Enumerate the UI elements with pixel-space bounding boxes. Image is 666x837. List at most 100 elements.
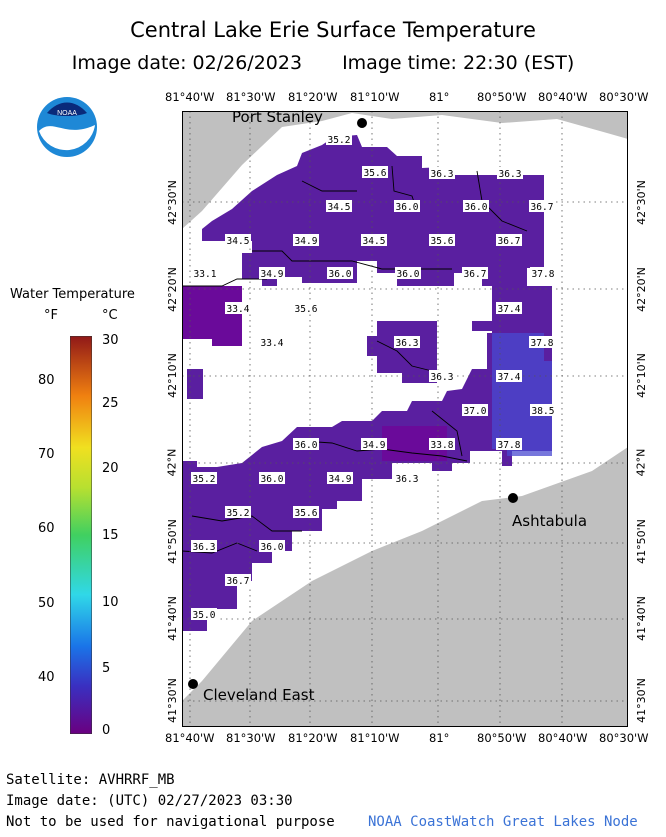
temperature-label: 34.5 (361, 234, 387, 247)
lat-label-right: 41°40'N (634, 595, 648, 641)
temperature-value: 33.4 (261, 338, 284, 349)
temperature-value: 34.9 (295, 236, 318, 247)
temperature-value: 35.2 (227, 508, 250, 519)
temperature-value: 35.6 (364, 168, 387, 179)
temperature-label: 37.0 (462, 404, 488, 417)
temperature-value: 36.0 (396, 202, 419, 213)
lat-label-right: 41°30'N (634, 677, 648, 723)
temperature-value: 34.5 (363, 236, 386, 247)
temperature-value: 35.2 (328, 135, 351, 146)
lon-label-top: 81°10'W (350, 90, 400, 104)
legend-c-tick: 0 (102, 723, 111, 738)
temperature-label: 37.8 (530, 267, 556, 280)
lon-label-top: 81°30'W (226, 90, 276, 104)
lat-label-right: 42°20'N (634, 266, 648, 312)
temperature-label: 33.8 (429, 438, 455, 451)
temperature-label: 37.8 (496, 438, 522, 451)
temperature-label: 35.6 (293, 506, 319, 519)
temperature-label: 34.9 (259, 267, 285, 280)
temperature-label: 37.4 (496, 370, 522, 383)
image-date-label: Image date: 02/26/2023 (71, 52, 303, 74)
temperature-value: 36.0 (261, 474, 284, 485)
temperature-label: 35.6 (429, 234, 455, 247)
lon-label-top: 81° (429, 90, 450, 104)
lat-label-right: 42°30'N (634, 179, 648, 225)
temperature-label: 37.4 (496, 302, 522, 315)
lon-label-top: 81°20'W (288, 90, 338, 104)
legend-f-tick: 80 (38, 373, 55, 388)
noaa-logo: NOAA (37, 97, 97, 157)
temperature-value: 34.5 (227, 236, 250, 247)
temperature-value: 36.3 (193, 542, 216, 553)
temperature-label: 36.3 (394, 472, 420, 485)
temperature-label: 36.0 (327, 267, 353, 280)
color-bar (70, 336, 92, 734)
port-stanley-marker (357, 118, 367, 128)
temperature-label: 38.5 (530, 404, 556, 417)
temperature-label: 34.9 (293, 234, 319, 247)
temperature-label: 36.3 (191, 540, 217, 553)
temperature-label: 37.8 (529, 336, 555, 349)
temperature-value: 33.8 (431, 440, 454, 451)
legend-f-tick: 70 (38, 447, 55, 462)
lat-label-right: 41°50'N (634, 518, 648, 564)
temperature-value: 34.9 (363, 440, 386, 451)
legend-f-tick: 40 (38, 670, 55, 685)
temperature-label: 34.5 (225, 234, 251, 247)
temperature-label: 36.3 (429, 167, 455, 180)
temperature-value: 34.9 (329, 474, 352, 485)
temperature-value: 34.5 (328, 202, 351, 213)
lon-label-bottom: 81°20'W (288, 731, 338, 745)
lat-label-left: 42°20'N (165, 266, 179, 312)
ashtabula-marker (508, 493, 518, 503)
disclaimer-label: Not to be used for navigational purpose (6, 814, 335, 830)
temperature-label: 36.0 (395, 267, 421, 280)
legend-c-tick: 5 (102, 661, 111, 676)
temperature-label: 36.7 (496, 234, 522, 247)
cleveland-east-label: Cleveland East (203, 686, 315, 704)
temperature-value: 36.0 (465, 202, 488, 213)
temperature-value: 37.8 (531, 338, 554, 349)
temperature-value: 36.0 (329, 269, 352, 280)
temperature-value: 36.3 (499, 169, 522, 180)
temperature-value: 36.3 (396, 474, 419, 485)
image-time-label: Image time: 22:30 (EST) (342, 52, 575, 74)
credit-label: NOAA CoastWatch Great Lakes Node (368, 814, 638, 830)
temperature-value: 36.3 (431, 372, 454, 383)
temperature-label: 36.3 (429, 370, 455, 383)
temperature-label: 36.3 (394, 336, 420, 349)
lat-label-right: 42°N (634, 448, 648, 476)
temperature-label: 35.2 (225, 506, 251, 519)
legend-f-tick: 50 (38, 596, 55, 611)
temperature-label: 34.9 (327, 472, 353, 485)
temperature-label: 33.4 (225, 302, 251, 315)
temperature-value: 36.7 (498, 236, 521, 247)
lon-label-bottom: 80°30'W (599, 731, 649, 745)
temperature-value: 35.0 (193, 610, 216, 621)
temperature-label: 36.3 (497, 167, 523, 180)
temperature-label: 36.0 (259, 540, 285, 553)
legend-unit-c: °C (102, 308, 118, 323)
lon-label-top: 80°50'W (477, 90, 527, 104)
temperature-label: 33.4 (259, 336, 285, 349)
temperature-value: 36.0 (295, 440, 318, 451)
port-stanley-label: Port Stanley (232, 108, 323, 126)
temperature-value: 37.4 (498, 304, 521, 315)
legend-unit-f: °F (44, 308, 58, 323)
temperature-value: 33.4 (227, 304, 250, 315)
temperature-label: 34.5 (326, 200, 352, 213)
temperature-value: 36.0 (397, 269, 420, 280)
map-title: Central Lake Erie Surface Temperature (130, 18, 536, 42)
temperature-value: 37.8 (498, 440, 521, 451)
lon-label-bottom: 81°40'W (165, 731, 215, 745)
temperature-label: 35.6 (362, 166, 388, 179)
temperature-value: 36.3 (396, 338, 419, 349)
temperature-value: 38.5 (532, 406, 555, 417)
satellite-label: Satellite: AVHRRF_MB (6, 772, 175, 788)
legend-title: Water Temperature (10, 287, 135, 302)
legend-c-tick: 10 (102, 595, 119, 610)
lon-label-bottom: 80°40'W (538, 731, 588, 745)
temperature-label: 35.2 (326, 133, 352, 146)
image-date-time: Image date: 02/26/2023 Image time: 22:30 … (0, 52, 656, 74)
cleveland-east-marker (188, 679, 198, 689)
